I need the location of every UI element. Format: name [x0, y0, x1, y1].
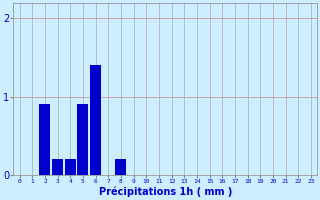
Bar [116, 159, 126, 175]
Bar [52, 159, 63, 175]
Bar [77, 104, 88, 175]
Bar [65, 159, 76, 175]
Bar [39, 104, 50, 175]
Bar [90, 65, 101, 175]
X-axis label: Précipitations 1h ( mm ): Précipitations 1h ( mm ) [99, 187, 232, 197]
